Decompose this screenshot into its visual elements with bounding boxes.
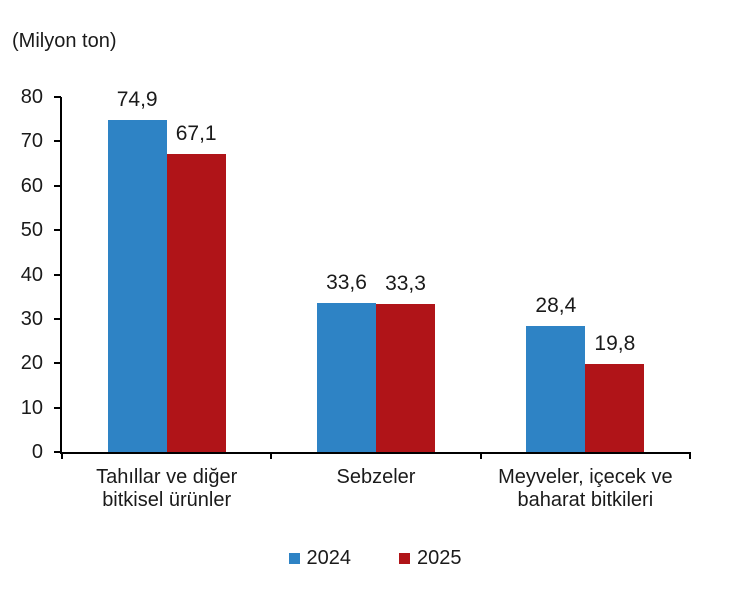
x-tick-mark: [479, 452, 482, 459]
category-label: Meyveler, içecek ve baharat bitkileri: [498, 466, 673, 511]
bar-2025: [166, 154, 226, 452]
y-tick-label: 30: [20, 307, 43, 330]
legend-item-2025: 2025: [399, 547, 462, 570]
y-tick-mark: [54, 273, 61, 276]
y-tick-label: 80: [20, 86, 43, 108]
y-tick-mark: [54, 451, 61, 453]
bar-2024: [107, 119, 167, 452]
axis-unit-label: (Milyon ton): [12, 30, 117, 52]
bar-value-label: 19,8: [594, 332, 636, 356]
legend-label: 2024: [306, 547, 352, 569]
y-tick-label: 70: [20, 130, 43, 153]
bar-2024: [526, 325, 586, 452]
y-tick-mark: [54, 317, 61, 320]
y-tick-mark: [54, 362, 61, 365]
plot-area: 0 10 20 30 40 50 60 70 80 74,9 67,1 Tahıllar ve diğ…: [21, 86, 691, 511]
bar-value-label: 74,9: [116, 87, 158, 111]
y-tick-label: 60: [20, 174, 43, 197]
y-tick-mark: [54, 184, 61, 187]
x-tick-mark: [61, 452, 63, 459]
y-tick-mark: [54, 229, 61, 232]
x-tick-mark: [270, 452, 273, 459]
y-tick-label: 50: [20, 219, 43, 242]
x-tick-mark: [689, 452, 691, 459]
legend: 2024 2025: [0, 547, 750, 570]
legend-label: 2025: [417, 547, 462, 569]
y-tick-label: 0: [31, 441, 43, 463]
bar-value-label: 33,3: [385, 272, 426, 296]
bar-2025: [585, 364, 645, 452]
y-tick-mark: [54, 406, 61, 409]
y-tick-label: 20: [20, 352, 43, 375]
bar-2024: [317, 302, 376, 452]
legend-swatch-2024: [288, 553, 300, 564]
category-label: Tahıllar ve diğer bitkisel ürünler: [96, 466, 238, 511]
legend-item-2024: 2024: [288, 547, 352, 570]
y-tick-label: 10: [20, 396, 43, 419]
y-tick-mark: [54, 140, 61, 143]
bar-value-label: 28,4: [535, 293, 577, 317]
bar-value-label: 67,1: [175, 122, 217, 146]
legend-swatch-2025: [399, 553, 410, 564]
bar-value-label: 33,6: [326, 270, 367, 294]
category-label: Sebzeler: [336, 466, 416, 488]
y-tick-label: 40: [20, 263, 43, 286]
bar-2025: [376, 304, 435, 452]
y-tick-mark: [54, 96, 61, 98]
